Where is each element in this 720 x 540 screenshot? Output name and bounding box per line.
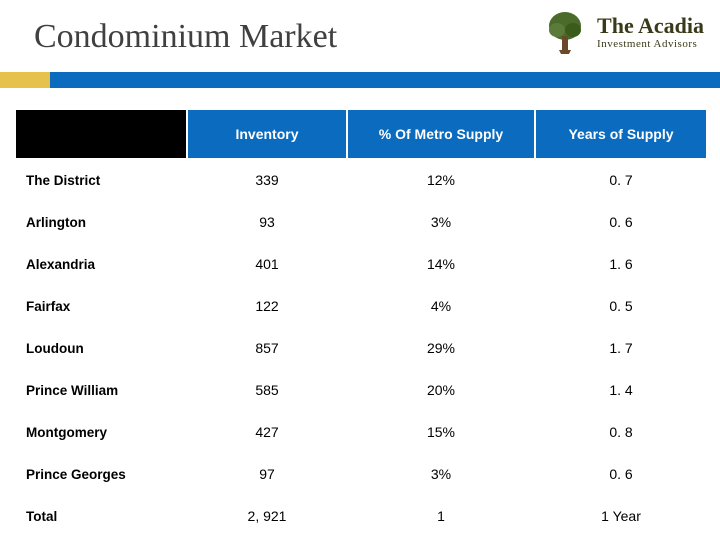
- cell-years: 1. 7: [535, 327, 707, 369]
- row-label: Loudoun: [15, 327, 187, 369]
- table-row: Total 2, 921 1 1 Year: [15, 495, 707, 537]
- cell-pct: 3%: [347, 201, 535, 243]
- table-row: Fairfax 122 4% 0. 5: [15, 285, 707, 327]
- cell-inventory: 339: [187, 159, 347, 201]
- cell-inventory: 122: [187, 285, 347, 327]
- cell-pct: 15%: [347, 411, 535, 453]
- table-header-row: Inventory % Of Metro Supply Years of Sup…: [15, 109, 707, 159]
- row-label: Alexandria: [15, 243, 187, 285]
- cell-inventory: 401: [187, 243, 347, 285]
- table-row: Montgomery 427 15% 0. 8: [15, 411, 707, 453]
- cell-pct: 12%: [347, 159, 535, 201]
- cell-inventory: 2, 921: [187, 495, 347, 537]
- table-row: Alexandria 401 14% 1. 6: [15, 243, 707, 285]
- table-row: The District 339 12% 0. 7: [15, 159, 707, 201]
- table-row: Loudoun 857 29% 1. 7: [15, 327, 707, 369]
- cell-inventory: 857: [187, 327, 347, 369]
- cell-years: 0. 6: [535, 453, 707, 495]
- cell-pct: 1: [347, 495, 535, 537]
- table-row: Prince Georges 97 3% 0. 6: [15, 453, 707, 495]
- cell-years: 0. 5: [535, 285, 707, 327]
- logo-main: The Acadia: [597, 15, 704, 37]
- col-inventory: Inventory: [187, 109, 347, 159]
- cell-inventory: 97: [187, 453, 347, 495]
- cell-pct: 14%: [347, 243, 535, 285]
- header: Condominium Market The Acadia Investment…: [0, 0, 720, 90]
- row-label: Montgomery: [15, 411, 187, 453]
- cell-pct: 3%: [347, 453, 535, 495]
- cell-years: 1 Year: [535, 495, 707, 537]
- col-years: Years of Supply: [535, 109, 707, 159]
- slide: Condominium Market The Acadia Investment…: [0, 0, 720, 540]
- cell-years: 0. 7: [535, 159, 707, 201]
- cell-inventory: 585: [187, 369, 347, 411]
- cell-years: 0. 6: [535, 201, 707, 243]
- cell-years: 0. 8: [535, 411, 707, 453]
- table-body: The District 339 12% 0. 7 Arlington 93 3…: [15, 159, 707, 537]
- page-title: Condominium Market: [34, 18, 337, 56]
- accent-bar-gold: [0, 72, 50, 88]
- tree-icon: [541, 8, 589, 56]
- logo: The Acadia Investment Advisors: [541, 8, 704, 56]
- row-label: The District: [15, 159, 187, 201]
- col-blank: [15, 109, 187, 159]
- cell-pct: 29%: [347, 327, 535, 369]
- cell-years: 1. 4: [535, 369, 707, 411]
- row-label: Fairfax: [15, 285, 187, 327]
- logo-text: The Acadia Investment Advisors: [597, 15, 704, 50]
- logo-sub: Investment Advisors: [597, 39, 704, 50]
- accent-bar-blue: [0, 72, 720, 88]
- data-table-wrap: Inventory % Of Metro Supply Years of Sup…: [14, 108, 706, 538]
- cell-years: 1. 6: [535, 243, 707, 285]
- row-label: Arlington: [15, 201, 187, 243]
- table-row: Prince William 585 20% 1. 4: [15, 369, 707, 411]
- row-label: Total: [15, 495, 187, 537]
- row-label: Prince Georges: [15, 453, 187, 495]
- col-pct: % Of Metro Supply: [347, 109, 535, 159]
- data-table: Inventory % Of Metro Supply Years of Sup…: [14, 108, 708, 538]
- row-label: Prince William: [15, 369, 187, 411]
- cell-pct: 20%: [347, 369, 535, 411]
- cell-inventory: 93: [187, 201, 347, 243]
- cell-pct: 4%: [347, 285, 535, 327]
- cell-inventory: 427: [187, 411, 347, 453]
- table-row: Arlington 93 3% 0. 6: [15, 201, 707, 243]
